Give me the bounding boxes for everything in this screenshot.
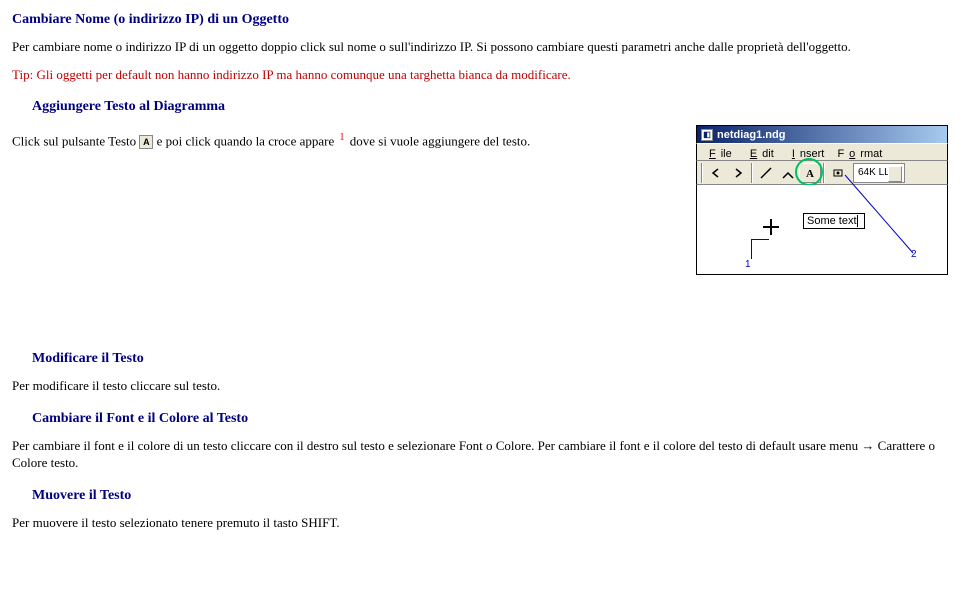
- para-add-text-b: e poi click quando la croce appare: [157, 133, 338, 148]
- screenshot-window: ◧ netdiag1.ndg File Edit Insert Format O…: [696, 125, 948, 275]
- para-move-text: Per muovere il testo selezionato tenere …: [12, 514, 948, 532]
- text-tool-icon[interactable]: A: [799, 163, 821, 183]
- para-font-color: Per cambiare il font e il colore di un t…: [12, 437, 948, 472]
- heading-font-color: Cambiare il Font e il Colore al Testo: [12, 411, 948, 427]
- crosshair-cursor-icon: [763, 219, 779, 235]
- annotation-line: [751, 239, 769, 240]
- heading-modify-text: Modificare il Testo: [12, 351, 948, 367]
- line-tool-icon[interactable]: [755, 163, 777, 183]
- heading-move-text: Muovere il Testo: [12, 488, 948, 504]
- window-title: netdiag1.ndg: [717, 126, 785, 144]
- add-text-row: Click sul pulsante Testo A e poi click q…: [12, 125, 948, 275]
- menu-file[interactable]: File: [699, 144, 737, 160]
- arrow-forward-icon[interactable]: [727, 163, 749, 183]
- heading-change-name: Cambiare Nome (o indirizzo IP) di un Ogg…: [12, 12, 948, 28]
- para-add-text-c: dove si vuole aggiungere del testo.: [350, 133, 531, 148]
- arrow-back-icon[interactable]: [705, 163, 727, 183]
- textbox-value: Some text: [807, 215, 857, 227]
- toolbar-divider: [751, 163, 753, 183]
- ref-1: 1: [339, 132, 344, 143]
- window-titlebar: ◧ netdiag1.ndg: [696, 125, 948, 143]
- text-entry-box[interactable]: Some text: [803, 213, 865, 229]
- menu-edit[interactable]: Edit: [740, 144, 779, 160]
- node-tool-icon[interactable]: [827, 163, 849, 183]
- heading-add-text: Aggiungere Testo al Diagramma: [12, 99, 948, 115]
- menubar: File Edit Insert Format Options Help: [696, 143, 948, 161]
- app-icon: ◧: [701, 129, 713, 141]
- toolbar-divider: [823, 163, 825, 183]
- tip-text: Tip: Gli oggetti per default non hanno i…: [12, 66, 948, 84]
- text-tool-icon: A: [139, 135, 153, 149]
- highlight-ring-icon: [795, 158, 823, 186]
- link-type-dropdown[interactable]: 64K LL: [853, 163, 905, 183]
- para-change-name: Per cambiare nome o indirizzo IP di un o…: [12, 38, 948, 56]
- annotation-1: 1: [745, 259, 751, 270]
- para-add-text: Click sul pulsante Testo A e poi click q…: [12, 131, 686, 150]
- menu-format[interactable]: Format: [832, 144, 887, 160]
- para-modify-text: Per modificare il testo cliccare sul tes…: [12, 377, 948, 395]
- para-add-text-a: Click sul pulsante Testo: [12, 133, 139, 148]
- annotation-line: [751, 239, 752, 259]
- toolbar-divider: [701, 163, 703, 183]
- text-caret-icon: [857, 215, 858, 227]
- annotation-2: 2: [911, 249, 917, 260]
- canvas-area[interactable]: Some text 1 2: [696, 185, 948, 275]
- toolbar: A 64K LL: [696, 161, 948, 185]
